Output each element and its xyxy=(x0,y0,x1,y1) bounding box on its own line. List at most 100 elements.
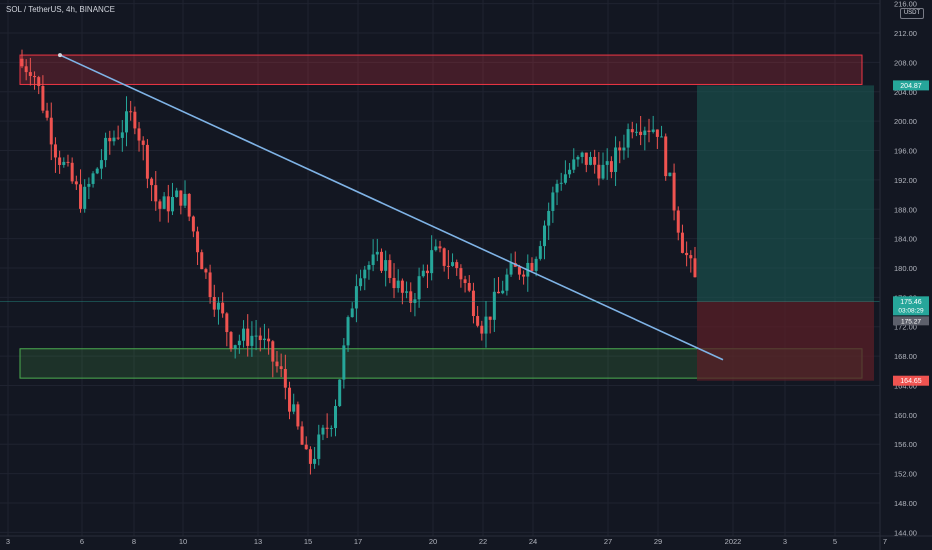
candle-body xyxy=(83,186,87,209)
trendline[interactable] xyxy=(59,54,724,361)
time-tick-label: 27 xyxy=(604,537,612,546)
price-tick-label: 212.00 xyxy=(894,29,917,38)
candle-body xyxy=(125,111,128,133)
candle-body xyxy=(388,260,392,278)
time-axis[interactable]: 3 6 8 10 13 15 17 20 22 24 27 29 2022 3 5 7 xyxy=(0,535,932,546)
target-price-label: 204.87 xyxy=(900,83,922,90)
candle-body xyxy=(501,290,505,294)
candle-body xyxy=(129,111,133,113)
candle-body xyxy=(543,225,546,247)
candle-body xyxy=(693,258,697,278)
time-tick-label: 3 xyxy=(6,537,10,546)
candle-body xyxy=(672,172,676,211)
candle-body xyxy=(112,137,116,142)
candle-body xyxy=(321,427,325,435)
stop-price-label-bg xyxy=(893,375,929,386)
candle-body xyxy=(634,131,638,133)
candle-body xyxy=(689,255,693,259)
candle-body xyxy=(459,268,463,280)
candle-body xyxy=(467,283,471,291)
candle-body xyxy=(392,277,396,289)
candle-body xyxy=(614,147,618,172)
price-tick-label: 208.00 xyxy=(894,58,917,67)
candle-body xyxy=(258,335,262,341)
candle-body xyxy=(250,335,254,346)
candle-body xyxy=(133,111,137,129)
candle-body xyxy=(622,147,626,151)
candle-body xyxy=(329,428,333,430)
candle-body xyxy=(229,332,233,349)
candle-body xyxy=(425,270,429,274)
price-axis[interactable]: 144.00 148.00 152.00 156.00 160.00 164.00 168.… xyxy=(879,0,932,550)
candle-body xyxy=(108,137,112,142)
candle-body xyxy=(538,246,542,259)
candle-body xyxy=(204,269,208,273)
candle-body xyxy=(668,172,672,177)
candle-body xyxy=(451,262,455,266)
currency-unit-badge[interactable]: USDT xyxy=(900,8,924,19)
candle-body xyxy=(145,144,149,179)
overlay-layer xyxy=(0,53,880,361)
candle-body xyxy=(367,264,371,270)
candle-body xyxy=(162,196,166,209)
time-tick-label: 8 xyxy=(132,537,136,546)
candles-layer xyxy=(20,49,697,475)
candle-body xyxy=(254,335,258,337)
candle-body xyxy=(497,291,501,294)
candle-body xyxy=(20,58,24,67)
candle-body xyxy=(551,192,555,211)
candle-body xyxy=(313,458,317,464)
candle-body xyxy=(325,427,329,429)
countdown-label: 03:08:29 xyxy=(898,307,924,314)
candle-body xyxy=(555,183,559,193)
candle-body xyxy=(79,184,83,209)
time-tick-label: 29 xyxy=(654,537,662,546)
candle-body xyxy=(593,156,597,165)
candle-body xyxy=(446,265,450,267)
candle-body xyxy=(45,110,49,118)
candle-body xyxy=(317,434,321,459)
secondary-price-badge xyxy=(893,316,929,326)
candle-body xyxy=(196,231,200,253)
candle-body xyxy=(49,117,53,145)
candle-body xyxy=(417,276,421,300)
candle-body xyxy=(563,174,567,183)
price-tick-label: 200.00 xyxy=(894,117,917,126)
candle-body xyxy=(154,185,158,202)
candle-body xyxy=(651,129,655,132)
candle-body xyxy=(576,156,580,160)
candle-body xyxy=(37,77,41,87)
candle-body xyxy=(438,246,442,249)
candle-body xyxy=(62,161,66,165)
candle-body xyxy=(183,193,187,206)
candle-body xyxy=(66,161,70,163)
stop-zone xyxy=(697,301,874,381)
candle-body xyxy=(442,248,446,266)
candle-body xyxy=(676,210,680,233)
candle-body xyxy=(601,164,605,179)
candle-body xyxy=(396,280,400,289)
candle-body xyxy=(170,196,174,212)
candle-body xyxy=(246,328,250,346)
candle-body xyxy=(509,262,513,275)
time-tick-label: 5 xyxy=(833,537,837,546)
trendline-start-handle[interactable] xyxy=(58,53,62,58)
candle-body xyxy=(292,404,296,412)
candle-body xyxy=(237,340,241,346)
candle-body xyxy=(421,270,425,277)
candle-body xyxy=(430,250,434,274)
candle-body xyxy=(283,369,287,388)
candle-body xyxy=(375,251,379,255)
candle-body xyxy=(137,128,141,141)
candle-body xyxy=(58,157,62,165)
candle-body xyxy=(471,290,475,317)
time-tick-label: 17 xyxy=(354,537,362,546)
time-tick-label: 6 xyxy=(80,537,84,546)
candle-body xyxy=(166,196,170,212)
candle-body xyxy=(680,232,684,253)
candle-body xyxy=(609,161,613,172)
candle-body xyxy=(342,345,346,380)
candle-body xyxy=(233,345,237,349)
secondary-price-label: 175.27 xyxy=(901,318,921,325)
